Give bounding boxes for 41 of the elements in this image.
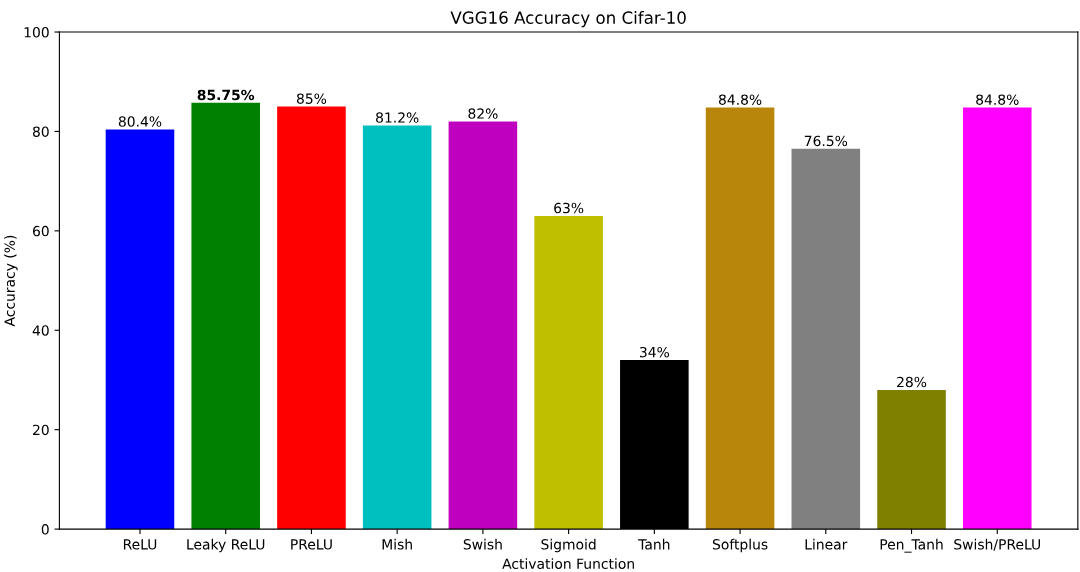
data-label: 81.2% <box>376 112 419 123</box>
x-tick-label: Mish <box>382 538 412 550</box>
y-tick-label: 40 <box>32 325 49 336</box>
y-tick-label: 0 <box>41 524 49 535</box>
bar <box>448 121 518 530</box>
bar <box>362 125 432 530</box>
x-tick-label: Pen_Tanh <box>880 538 943 553</box>
x-axis-title: Activation Function <box>502 558 634 569</box>
data-label: 84.8% <box>718 94 762 105</box>
bar <box>791 148 861 530</box>
bar <box>191 102 260 530</box>
y-tick-label: 80 <box>32 126 49 137</box>
data-label: 63% <box>554 202 584 214</box>
x-tick-label: Leaky ReLU <box>187 538 265 553</box>
chart-title: VGG16 Accuracy on Cifar-10 <box>450 11 686 28</box>
bar <box>534 215 603 530</box>
x-tick-label: ReLU <box>123 539 157 550</box>
data-label: 85% <box>296 93 327 104</box>
data-label: 80.4% <box>118 116 162 127</box>
x-tick-label: Softplus <box>712 538 768 553</box>
data-label: 28% <box>897 376 927 388</box>
y-tick-label: 100 <box>24 27 49 38</box>
data-label: 34% <box>639 346 670 358</box>
y-axis-title: Accuracy (%) <box>4 235 18 327</box>
x-tick-label: Sigmoid <box>541 538 596 553</box>
x-tick-label: Swish <box>463 538 502 550</box>
bar <box>962 107 1032 530</box>
bar <box>877 389 946 530</box>
y-tick-label: 60 <box>32 225 49 237</box>
bar <box>105 129 175 530</box>
bar <box>705 107 775 530</box>
data-label: 82% <box>468 108 498 119</box>
bar <box>277 106 346 530</box>
data-label: 84.8% <box>976 94 1019 105</box>
x-tick-label: Linear <box>805 538 848 550</box>
y-tick-label: 20 <box>33 424 49 436</box>
x-tick-label: Tanh <box>638 538 670 550</box>
x-tick-label: PReLU <box>291 539 332 550</box>
data-label: 85.75% <box>197 89 255 101</box>
data-label: 76.5% <box>804 135 848 147</box>
x-tick-label: Swish/PReLU <box>954 538 1040 551</box>
